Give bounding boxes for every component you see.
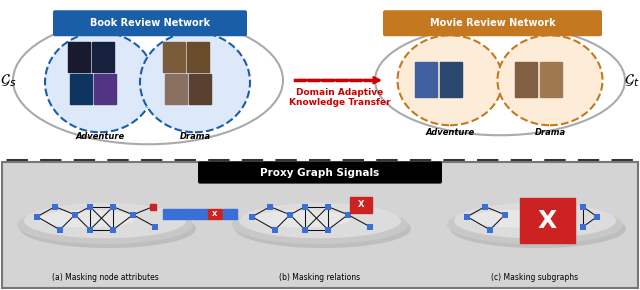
Bar (92, 42, 114, 72)
Bar (440, 62, 462, 97)
Text: Adventure: Adventure (76, 132, 125, 141)
Ellipse shape (39, 210, 136, 228)
Text: X: X (212, 211, 218, 217)
Text: $\mathcal{G}_s$: $\mathcal{G}_s$ (0, 72, 16, 89)
Ellipse shape (140, 32, 250, 132)
Text: $\mathcal{G}_t$: $\mathcal{G}_t$ (624, 72, 640, 89)
Ellipse shape (232, 205, 408, 244)
Ellipse shape (45, 32, 155, 132)
Text: Proxy Graph Signals: Proxy Graph Signals (260, 168, 380, 177)
Bar (540, 62, 562, 97)
Text: Adventure: Adventure (426, 128, 475, 137)
Bar (520, 198, 575, 243)
Ellipse shape (375, 25, 625, 135)
Bar (223, 209, 237, 219)
Bar (189, 74, 211, 104)
FancyBboxPatch shape (383, 10, 602, 36)
Ellipse shape (450, 209, 626, 248)
Ellipse shape (469, 210, 566, 228)
Bar (193, 209, 207, 219)
Text: Movie Review Network: Movie Review Network (430, 18, 556, 28)
Bar (187, 42, 209, 72)
Text: X: X (538, 209, 557, 233)
Bar (208, 209, 222, 219)
Ellipse shape (239, 203, 401, 238)
Ellipse shape (13, 16, 283, 144)
Ellipse shape (497, 35, 602, 125)
FancyBboxPatch shape (198, 162, 442, 184)
Ellipse shape (235, 209, 411, 248)
Bar (350, 197, 372, 213)
Bar (178, 209, 192, 219)
Ellipse shape (24, 203, 186, 238)
Bar (415, 62, 437, 97)
Text: Domain Adaptive
Knowledge Transfer: Domain Adaptive Knowledge Transfer (289, 88, 391, 107)
Ellipse shape (17, 205, 193, 244)
Bar (70, 74, 92, 104)
Text: (a) Masking node attributes: (a) Masking node attributes (52, 273, 158, 282)
Ellipse shape (20, 209, 196, 248)
Bar (163, 42, 185, 72)
Ellipse shape (397, 35, 502, 125)
Text: Drama: Drama (534, 128, 566, 137)
Ellipse shape (254, 210, 351, 228)
Ellipse shape (447, 205, 623, 244)
Text: Book Review Network: Book Review Network (90, 18, 210, 28)
Bar (68, 42, 90, 72)
Text: (c) Masking subgraphs: (c) Masking subgraphs (492, 273, 579, 282)
FancyBboxPatch shape (53, 10, 247, 36)
Ellipse shape (454, 203, 616, 238)
Bar (515, 62, 537, 97)
Text: (b) Masking relations: (b) Masking relations (280, 273, 360, 282)
Bar (163, 209, 177, 219)
Bar (165, 74, 187, 104)
Text: X: X (358, 200, 364, 209)
Text: Drama: Drama (179, 132, 211, 141)
Bar (94, 74, 116, 104)
